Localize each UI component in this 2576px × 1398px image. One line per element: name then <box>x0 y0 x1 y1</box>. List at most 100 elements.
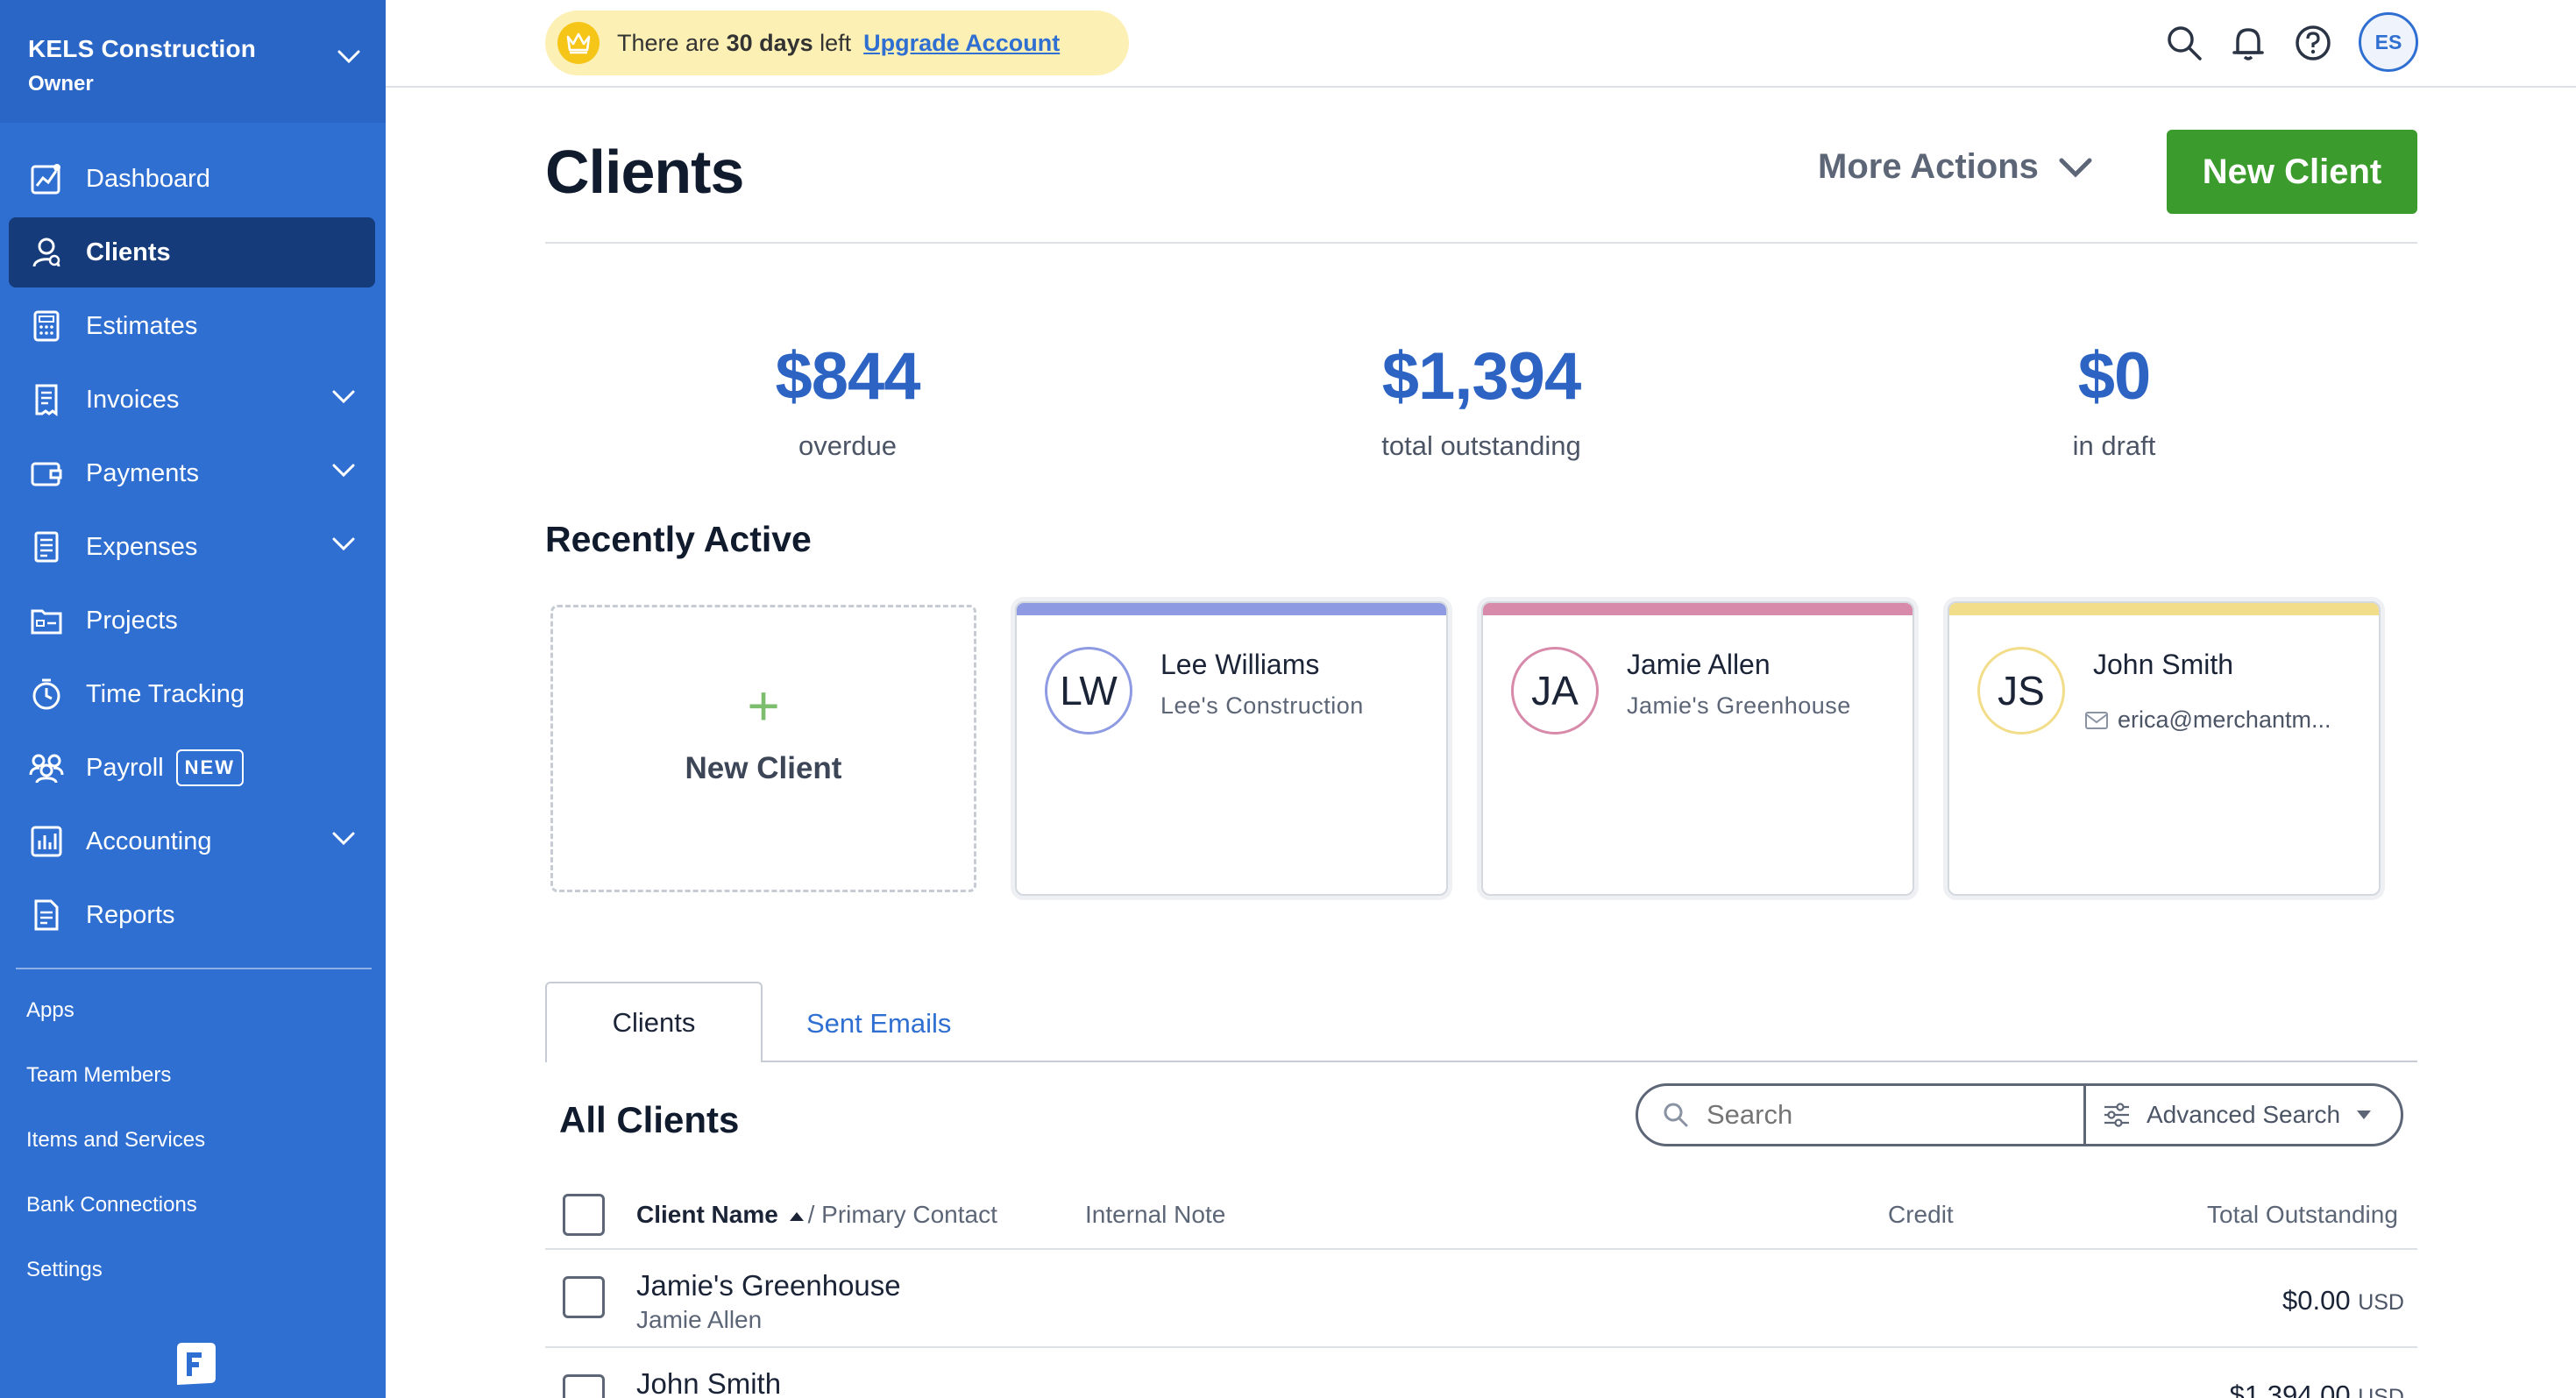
sidebar-item-expenses[interactable]: Expenses <box>9 512 375 582</box>
crown-icon <box>557 22 600 64</box>
client-avatar: JA <box>1511 647 1599 734</box>
summary-label: in draft <box>2072 430 2156 461</box>
sidebar-link-settings[interactable]: Settings <box>26 1258 103 1281</box>
sidebar-item-label: Reports <box>86 900 175 929</box>
trial-text: There are 30 days left <box>617 29 852 56</box>
main-nav: Dashboard Clients Estimates Invoices <box>0 123 386 950</box>
primary-contact-cell: Jamie Allen <box>636 1306 763 1333</box>
sliders-icon <box>2104 1103 2129 1127</box>
sidebar-item-time-tracking[interactable]: Time Tracking <box>9 659 375 729</box>
company-role: Owner <box>28 72 94 96</box>
search-input[interactable] <box>1707 1099 2040 1131</box>
sidebar: KELS Construction Owner Dashboard Client… <box>0 0 386 1398</box>
sidebar-link-team-members[interactable]: Team Members <box>26 1063 172 1087</box>
team-icon <box>28 749 65 786</box>
client-company: Jamie's Greenhouse <box>1627 692 1851 719</box>
client-card[interactable]: JA Jamie Allen Jamie's Greenhouse <box>1481 601 1914 896</box>
upgrade-account-link[interactable]: Upgrade Account <box>863 29 1061 56</box>
row-checkbox[interactable] <box>563 1276 605 1318</box>
row-checkbox[interactable] <box>563 1374 605 1398</box>
user-avatar[interactable]: ES <box>2359 12 2418 72</box>
trial-banner: There are 30 days left Upgrade Account <box>545 11 1129 75</box>
sort-up-icon <box>789 1211 805 1222</box>
advanced-search-label: Advanced Search <box>2147 1101 2341 1128</box>
column-client-name-label: Client Name <box>636 1201 778 1228</box>
sidebar-item-dashboard[interactable]: Dashboard <box>9 144 375 214</box>
column-credit[interactable]: Credit <box>1888 1201 1954 1228</box>
sidebar-item-clients[interactable]: Clients <box>9 217 375 287</box>
more-actions-button[interactable]: More Actions <box>1818 147 2093 187</box>
sidebar-link-apps[interactable]: Apps <box>26 998 75 1022</box>
advanced-search-button[interactable]: Advanced Search <box>2103 1086 2388 1144</box>
company-switcher[interactable]: KELS Construction Owner <box>0 0 386 123</box>
sidebar-item-payments[interactable]: Payments <box>9 438 375 508</box>
sidebar-link-bank-connections[interactable]: Bank Connections <box>26 1193 197 1217</box>
sidebar-item-reports[interactable]: Reports <box>9 880 375 950</box>
search-icon[interactable] <box>2164 23 2204 63</box>
chevron-down-icon[interactable] <box>331 831 356 847</box>
sidebar-item-label: Clients <box>86 238 171 266</box>
client-card[interactable]: JS John Smith erica@merchantm... <box>1948 601 2381 896</box>
search-separator <box>2083 1086 2086 1144</box>
column-internal-note[interactable]: Internal Note <box>1085 1201 1226 1228</box>
chevron-down-icon <box>337 49 361 65</box>
help-icon[interactable] <box>2293 23 2333 63</box>
client-avatar: JS <box>1977 647 2065 734</box>
sidebar-item-label: Estimates <box>86 311 198 340</box>
client-name: Lee Williams <box>1160 649 1320 680</box>
tab-clients[interactable]: Clients <box>545 982 763 1062</box>
sidebar-item-label: Payroll <box>86 753 164 782</box>
recently-active-heading: Recently Active <box>545 519 812 559</box>
sidebar-item-payroll[interactable]: Payroll NEW <box>9 733 375 803</box>
sidebar-item-accounting[interactable]: Accounting <box>9 806 375 876</box>
client-company: Lee's Construction <box>1160 692 1364 719</box>
summary-in-draft[interactable]: $0 in draft <box>1930 338 2298 462</box>
summary-amount: $0 <box>2077 339 2152 414</box>
report-icon <box>28 897 65 933</box>
chevron-down-icon[interactable] <box>331 536 356 552</box>
summary-total-outstanding[interactable]: $1,394 total outstanding <box>1297 338 1665 462</box>
chevron-down-icon[interactable] <box>331 463 356 479</box>
new-client-card[interactable]: + New Client <box>550 605 976 892</box>
summary-amount: $844 <box>775 339 920 414</box>
plus-icon: + <box>747 674 780 737</box>
user-icon <box>28 234 65 271</box>
page-title: Clients <box>545 138 744 206</box>
column-client-name[interactable]: Client Name / Primary Contact <box>636 1201 997 1229</box>
sidebar-item-label: Dashboard <box>86 164 210 193</box>
total-outstanding-cell: $0.00 USD <box>2282 1285 2404 1316</box>
summary-overdue[interactable]: $844 overdue <box>664 338 1032 462</box>
caret-down-icon <box>2357 1111 2372 1119</box>
sidebar-item-estimates[interactable]: Estimates <box>9 291 375 361</box>
sidebar-item-label: Payments <box>86 458 199 487</box>
sidebar-link-items-and-services[interactable]: Items and Services <box>26 1128 206 1152</box>
sidebar-item-label: Time Tracking <box>86 679 245 708</box>
client-card[interactable]: LW Lee Williams Lee's Construction <box>1015 601 1448 896</box>
sidebar-item-projects[interactable]: Projects <box>9 585 375 656</box>
total-outstanding-cell: $1,394.00 USD <box>2229 1380 2404 1398</box>
client-name-cell[interactable]: John Smith <box>636 1367 782 1398</box>
sidebar-item-label: Expenses <box>86 532 198 561</box>
sidebar-item-invoices[interactable]: Invoices <box>9 365 375 435</box>
table-row-divider <box>545 1346 2417 1348</box>
client-name: Jamie Allen <box>1627 649 1771 680</box>
column-total-outstanding[interactable]: Total Outstanding <box>2207 1201 2398 1228</box>
bell-icon[interactable] <box>2228 23 2268 63</box>
new-client-card-label: New Client <box>685 751 842 785</box>
column-primary-contact-label: / Primary Contact <box>807 1201 997 1228</box>
select-all-checkbox[interactable] <box>563 1194 605 1236</box>
wallet-icon <box>28 455 65 492</box>
receipt-icon <box>28 529 65 565</box>
search-icon <box>1663 1102 1689 1128</box>
table-header-divider <box>545 1248 2417 1250</box>
chevron-down-icon[interactable] <box>331 389 356 405</box>
header-divider <box>545 242 2417 244</box>
client-avatar: LW <box>1045 647 1132 734</box>
new-client-button[interactable]: New Client <box>2167 130 2417 214</box>
client-email-text: erica@merchantm... <box>2118 706 2331 733</box>
card-accent-bar <box>1017 603 1446 615</box>
tab-sent-emails[interactable]: Sent Emails <box>806 1008 952 1039</box>
company-name: KELS Construction <box>28 35 257 62</box>
top-bar: There are 30 days left Upgrade Account E… <box>386 0 2576 88</box>
client-name-cell[interactable]: Jamie's Greenhouse <box>636 1269 901 1302</box>
